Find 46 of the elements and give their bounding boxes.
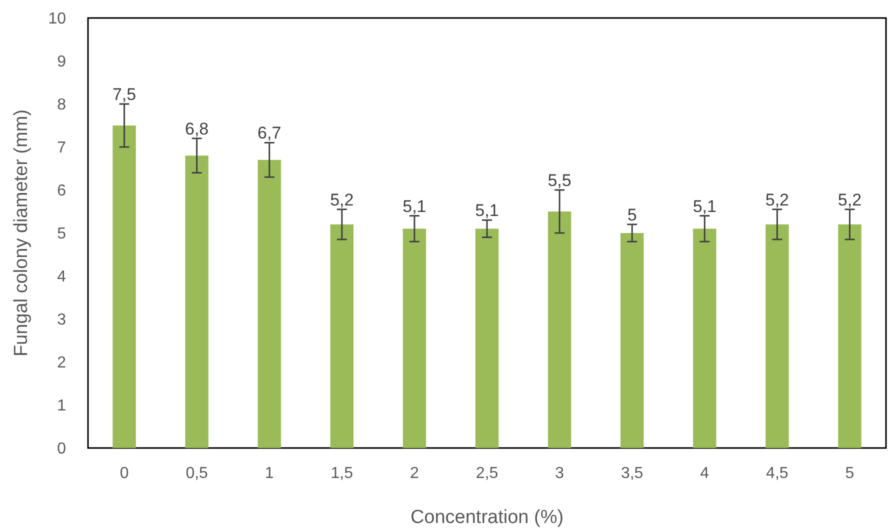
x-tick-label: 0	[120, 465, 129, 482]
bar	[258, 160, 281, 448]
bar	[330, 224, 354, 448]
y-tick-label: 4	[57, 268, 66, 286]
data-label: 6,8	[185, 119, 209, 138]
x-tick-label: 4	[700, 465, 710, 482]
x-tick-label: 2	[410, 465, 419, 482]
bar	[766, 224, 789, 448]
y-tick-label: 2	[57, 354, 66, 372]
y-tick-label: 1	[57, 398, 66, 415]
y-tick-label: 10	[48, 10, 66, 28]
bar	[620, 233, 644, 448]
x-tick-label: 2,5	[476, 465, 498, 482]
data-label: 7,5	[112, 85, 136, 104]
x-tick-label: 3	[555, 465, 564, 482]
x-tick-label: 3,5	[620, 465, 644, 482]
bar	[112, 126, 136, 448]
data-label: 5,2	[838, 190, 862, 210]
y-tick-label: 0	[57, 440, 66, 458]
bar	[185, 156, 208, 448]
data-label: 5,2	[765, 190, 789, 210]
y-tick-label: 7	[57, 140, 66, 157]
x-tick-label: 4,5	[766, 465, 788, 482]
y-tick-label: 6	[57, 182, 66, 200]
bar	[402, 228, 426, 448]
bar	[693, 228, 716, 448]
data-label: 5,1	[692, 196, 716, 216]
bar	[838, 224, 862, 448]
x-tick-label: 0,5	[186, 465, 208, 482]
y-tick-label: 9	[57, 54, 66, 71]
y-tick-label: 8	[57, 96, 66, 114]
data-label: 6,7	[258, 124, 282, 143]
y-axis-title: Fungal colony diameter (mm)	[11, 109, 32, 357]
y-tick-label: 5	[57, 226, 66, 243]
data-label: 5	[627, 205, 637, 224]
data-label: 5,2	[330, 190, 354, 210]
y-tick-label: 3	[57, 312, 66, 329]
x-tick-label: 1,5	[330, 465, 354, 482]
data-label: 5,1	[475, 201, 499, 220]
data-label: 5,5	[548, 171, 572, 190]
bar	[475, 228, 499, 448]
x-axis-title: Concentration (%)	[410, 507, 564, 528]
bar	[548, 212, 572, 448]
x-tick-label: 1	[264, 465, 274, 482]
data-label: 5,1	[402, 196, 426, 216]
x-tick-label: 5	[845, 465, 854, 482]
